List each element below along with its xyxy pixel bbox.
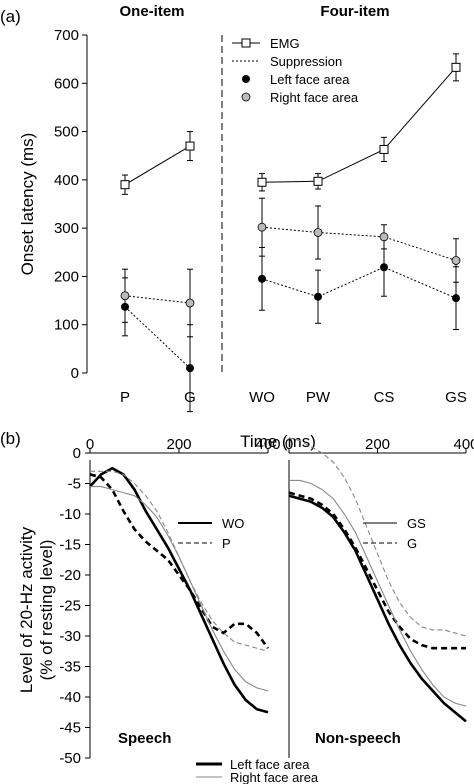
panel-a-point-left-face — [380, 263, 388, 272]
legend-label: EMG — [270, 36, 300, 51]
panel-a-onset-latency: (a) 0 100 200 300 400 500 600 700 Onset latency (… — [0, 3, 467, 413]
panel-a-category-label: PW — [306, 389, 331, 406]
panel-a-y-axis-label: Onset latency (ms) — [18, 133, 37, 276]
legend-right-face-marker — [241, 92, 251, 102]
panel-b-curve-g-right-face — [288, 437, 467, 637]
panel-b-x-tick-label: 400 — [255, 436, 280, 453]
panel-b-x-axis-label: Time (ms) — [240, 432, 316, 451]
panel-b-y-tick-label: -50 — [59, 750, 81, 767]
panel-a-point-right-face — [120, 291, 130, 301]
panel-b-x-tick-label: 0 — [86, 436, 94, 453]
panel-b-y-tick-label: -30 — [59, 628, 81, 645]
legend-label: Left face area — [270, 72, 350, 87]
panel-b-inset-legend-label: G — [407, 536, 417, 551]
panel-b-x-tick-label: 200 — [166, 436, 191, 453]
panel-a-series-line — [124, 306, 191, 369]
panel-b-y-tick-label: -20 — [59, 567, 81, 584]
panel-b-y-tick-label: -5 — [68, 476, 81, 493]
panel-a-point-left-face — [258, 274, 266, 283]
panel-b-y-tick-label: -40 — [59, 689, 81, 706]
panel-b-inset-legend-label: GS — [407, 516, 426, 531]
panel-a-point-right-face — [313, 228, 323, 237]
legend-emg-marker — [241, 38, 251, 48]
panel-b-y-tick-label: -45 — [59, 720, 81, 737]
panel-a-series-line — [261, 67, 457, 183]
panel-a-point-right-face — [451, 256, 461, 265]
panel-b-curve-g-left-face — [288, 491, 466, 650]
panel-b-curve-gs-left-face — [288, 494, 467, 723]
panel-a-series-line — [261, 266, 457, 299]
panel-a-point-left-face — [452, 294, 460, 303]
panel-a-category-label: WO — [249, 389, 275, 406]
panel-b-y-tick-label: -15 — [59, 537, 81, 554]
panel-b-curve-gs-right-face — [289, 479, 467, 707]
panel-a-point-right-face — [379, 232, 389, 242]
panel-a-category-label: P — [120, 389, 130, 406]
panel-b-inset-legend-label: P — [222, 536, 231, 551]
panel-b-curve-wo-right-face — [90, 485, 269, 692]
legend-label: Suppression — [270, 54, 342, 69]
panel-a-point-emg — [120, 180, 130, 190]
panel-b-y-axis-label-line1: Level of 20-Hz activity — [17, 526, 36, 693]
panel-a-point-left-face — [314, 292, 322, 301]
panel-b-y-tick-label: -25 — [59, 598, 81, 615]
panel-a-point-emg — [379, 144, 389, 154]
panel-a-series-line — [261, 226, 457, 261]
panel-a-y-tick-label: 500 — [54, 124, 79, 141]
panel-a-label: (a) — [0, 7, 21, 26]
panel-a-y-tick-label: 200 — [54, 268, 79, 285]
panel-a-point-left-face — [186, 364, 194, 373]
panel-b-y-tick-label: -35 — [59, 659, 81, 676]
panel-a-category-label: CS — [374, 389, 395, 406]
panel-a-y-tick-label: 300 — [54, 220, 79, 237]
panel-b-curve-p-left-face — [89, 473, 270, 649]
panel-a-group-title: One-item — [119, 3, 184, 20]
panel-a-point-right-face — [257, 222, 267, 232]
panel-b-curve-wo-left-face — [89, 466, 269, 714]
panel-b-y-tick-label: -10 — [59, 506, 81, 523]
panel-b-beta-activity: (b) Time (ms)0-5-10-15-20-25-30-35-40-45-… — [0, 429, 474, 784]
bottom-legend-label: Right face area — [230, 770, 319, 784]
panel-b-x-tick-label: 200 — [365, 436, 390, 453]
panel-a-y-tick-label: 400 — [54, 172, 79, 189]
bottom-legend-label: Left face area — [230, 757, 310, 772]
panel-a-category-label: GS — [445, 389, 467, 406]
panel-a-point-emg — [451, 62, 461, 72]
panel-b-x-tick-label: 400 — [453, 436, 474, 453]
panel-a-y-tick-label: 600 — [54, 75, 79, 92]
panel-a-y-tick-label: 100 — [54, 317, 79, 334]
legend-left-face-marker — [242, 75, 250, 83]
panel-a-point-right-face — [185, 298, 195, 308]
panel-b-label: (b) — [0, 429, 21, 448]
panel-a-y-tick-label: 700 — [54, 27, 79, 44]
panel-b-subpanel-title: Non-speech — [315, 730, 401, 747]
panel-a-series-line — [124, 295, 191, 304]
panel-a-point-emg — [185, 141, 195, 151]
legend-label: Right face area — [270, 90, 359, 105]
panel-b-y-tick-label: 0 — [73, 445, 81, 462]
panel-a-group-title: Four-item — [320, 3, 389, 20]
panel-a-point-emg — [257, 177, 267, 187]
panel-b-subpanel-title: Speech — [118, 730, 171, 747]
panel-b-inset-legend-label: WO — [222, 516, 244, 531]
panel-a-y-tick-label: 0 — [71, 365, 79, 382]
panel-b-x-tick-label: 0 — [285, 436, 293, 453]
panel-a-point-emg — [313, 176, 323, 186]
panel-a-series-line — [124, 145, 191, 186]
panel-b-curve-p-right-face — [90, 470, 269, 652]
panel-b-y-axis-label-line2: (% of resting level) — [37, 540, 56, 681]
